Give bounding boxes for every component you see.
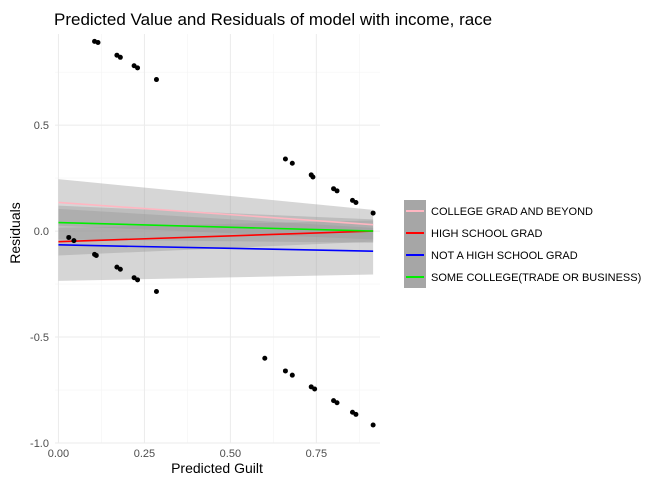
data-point xyxy=(71,238,77,244)
x-axis-ticks: 0.00 0.25 0.50 0.75 xyxy=(48,448,327,460)
data-point xyxy=(312,386,318,392)
x-tick-label: 0.50 xyxy=(220,448,241,460)
y-tick-label: -0.5 xyxy=(30,332,49,344)
data-point xyxy=(135,277,141,283)
legend-label: COLLEGE GRAD AND BEYOND xyxy=(431,206,593,218)
data-point xyxy=(370,210,376,216)
data-point xyxy=(262,355,268,361)
legend-label: HIGH SCHOOL GRAD xyxy=(431,228,542,240)
data-point xyxy=(95,39,101,45)
data-point xyxy=(153,288,159,294)
legend-label: SOME COLLEGE(TRADE OR BUSINESS) xyxy=(431,272,641,284)
data-points xyxy=(66,38,376,428)
data-point xyxy=(289,160,295,166)
data-point xyxy=(93,252,99,258)
data-point xyxy=(117,266,123,272)
data-point xyxy=(334,400,340,406)
y-tick-label: 0.5 xyxy=(34,120,49,132)
regression-line-2 xyxy=(58,244,374,253)
x-tick-label: 0.75 xyxy=(306,448,327,460)
legend-label: NOT A HIGH SCHOOL GRAD xyxy=(431,250,578,262)
data-point xyxy=(353,199,359,205)
data-point xyxy=(153,77,159,83)
ci-band-2 xyxy=(58,208,374,281)
legend: COLLEGE GRAD AND BEYOND HIGH SCHOOL GRAD N… xyxy=(404,200,641,288)
data-point xyxy=(353,411,359,417)
data-point xyxy=(282,156,288,162)
y-tick-label: 0.0 xyxy=(34,226,49,238)
regression-line-0 xyxy=(58,201,374,226)
data-point xyxy=(370,422,376,428)
x-tick-label: 0.00 xyxy=(48,448,69,460)
data-point xyxy=(282,368,288,374)
chart-title: Predicted Value and Residuals of model w… xyxy=(54,10,492,29)
regression-line-3 xyxy=(58,221,374,232)
grid-lines xyxy=(55,34,380,444)
x-axis-title: Predicted Guilt xyxy=(171,460,263,476)
data-point xyxy=(117,54,123,60)
data-point xyxy=(289,372,295,378)
regression-line-1 xyxy=(58,230,374,243)
data-point xyxy=(334,188,340,194)
data-point xyxy=(310,174,316,180)
y-axis-title: Residuals xyxy=(7,202,23,263)
data-point xyxy=(135,65,141,71)
data-point xyxy=(66,234,72,240)
x-tick-label: 0.25 xyxy=(134,448,155,460)
regression-lines xyxy=(58,201,374,253)
y-tick-label: -1.0 xyxy=(30,438,49,450)
y-axis-ticks: -1.0 -0.5 0.0 0.5 xyxy=(30,120,49,450)
